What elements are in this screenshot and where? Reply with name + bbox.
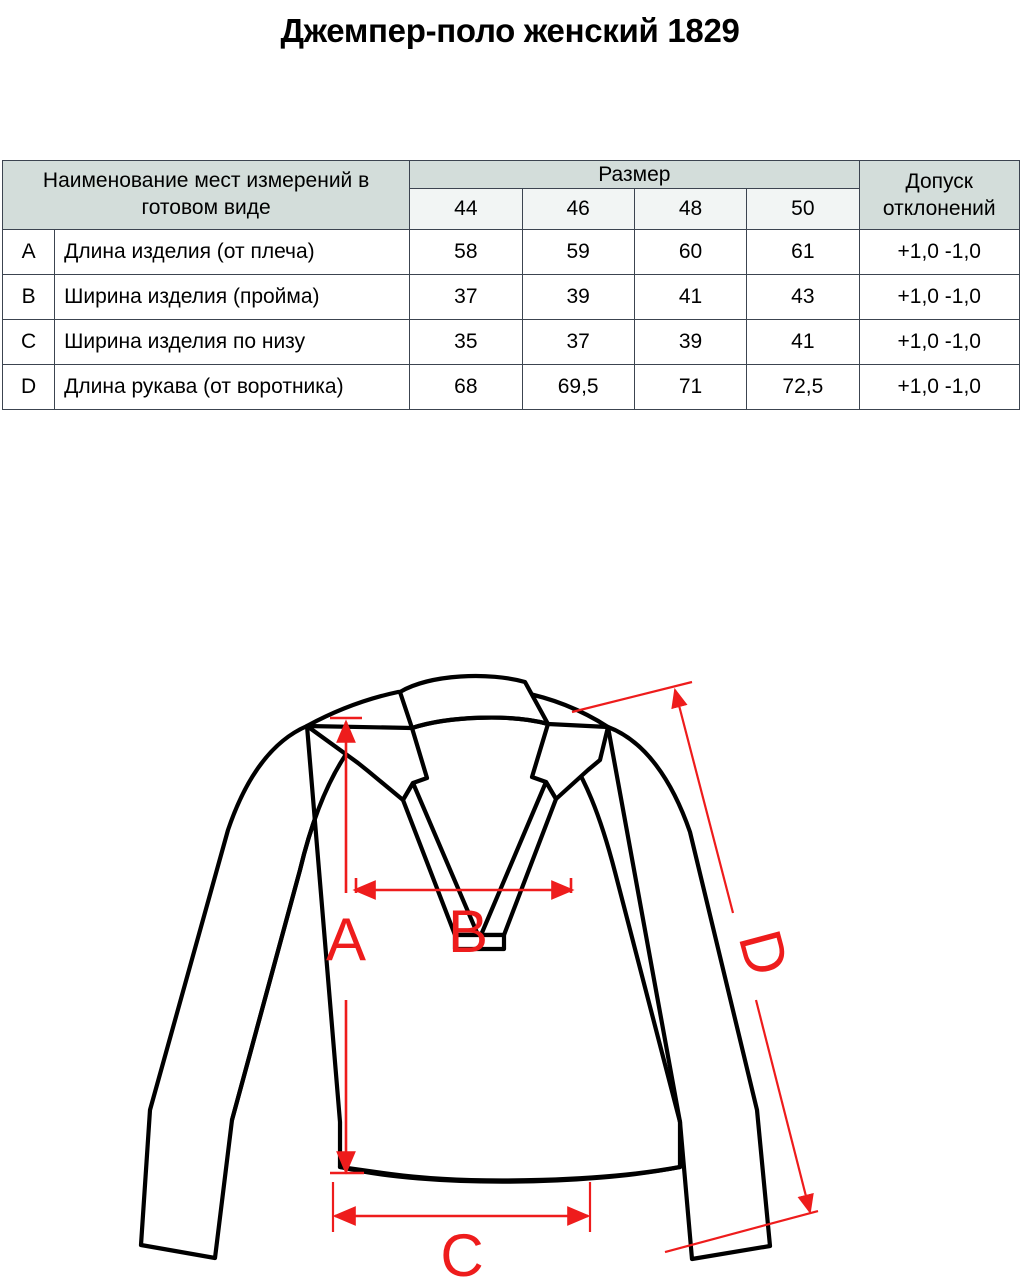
measure-d-ext-bottom [664,1209,819,1254]
table-row: B Ширина изделия (пройма) 37 39 41 43 +1… [1,274,1020,320]
measure-d-line-upper [671,687,735,914]
size-measurements-table: Наименование мест измерений в готовом ви… [1,160,1020,410]
row-label-a: Длина изделия (от плеча) [54,229,411,275]
header-size-50: 50 [746,188,860,230]
label-c: C [440,1222,483,1280]
cell-c-48: 39 [633,319,748,365]
header-size-group: Размер [409,160,860,189]
cell-b-48: 41 [633,274,748,320]
measurement-annotations [330,680,819,1254]
cell-b-50: 43 [746,274,860,320]
measure-d-line-lower [754,999,814,1215]
cell-d-tolerance: +1,0 -1,0 [858,364,1020,410]
row-letter-c: C [1,319,56,365]
cell-d-48: 71 [633,364,748,410]
row-label-b: Ширина изделия (пройма) [54,274,411,320]
label-d: D [726,923,802,982]
placket-bottom [452,932,507,952]
label-b: B [448,898,488,965]
row-letter-d: D [1,364,56,410]
cell-b-tolerance: +1,0 -1,0 [858,274,1020,320]
label-a: A [326,906,366,973]
table-row: A Длина изделия (от плеча) 58 59 60 61 +… [1,229,1020,275]
row-letter-a: A [1,229,56,275]
header-size-44: 44 [409,188,523,230]
cell-a-46: 59 [521,229,635,275]
cell-a-50: 61 [746,229,860,275]
cell-a-44: 58 [409,229,523,275]
cell-b-46: 39 [521,274,635,320]
measure-d-ext-top [571,680,693,714]
header-tolerance: Допуск отклонений [858,160,1020,230]
cell-d-50: 72,5 [746,364,860,410]
cell-a-tolerance: +1,0 -1,0 [858,229,1020,275]
collar-neckline [409,715,551,731]
header-size-46: 46 [521,188,635,230]
row-label-d: Длина рукава (от воротника) [54,364,411,410]
cell-d-44: 68 [409,364,523,410]
cell-d-46: 69,5 [521,364,635,410]
cell-b-44: 37 [409,274,523,320]
table-header-row-1: Наименование мест измерений в готовом ви… [1,160,1020,230]
table-row: C Ширина изделия по низу 35 37 39 41 +1,… [1,319,1020,365]
cell-c-50: 41 [746,319,860,365]
garment-outline [138,673,773,1262]
header-size-48: 48 [633,188,748,230]
table-row: D Длина рукава (от воротника) 68 69,5 71… [1,364,1020,410]
page-title: Джемпер-поло женский 1829 [280,12,740,49]
cell-c-46: 37 [521,319,635,365]
row-label-c: Ширина изделия по низу [54,319,411,365]
cell-c-tolerance: +1,0 -1,0 [858,319,1020,365]
garment-diagram: A B C D [0,640,1020,1280]
header-measurement-name: Наименование мест измерений в готовом ви… [1,160,411,230]
row-letter-b: B [1,274,56,320]
bottom-hem [337,1164,683,1184]
cell-c-44: 35 [409,319,523,365]
table-header-row-2: 44 46 48 50 [3,188,1020,230]
cell-a-48: 60 [633,229,748,275]
